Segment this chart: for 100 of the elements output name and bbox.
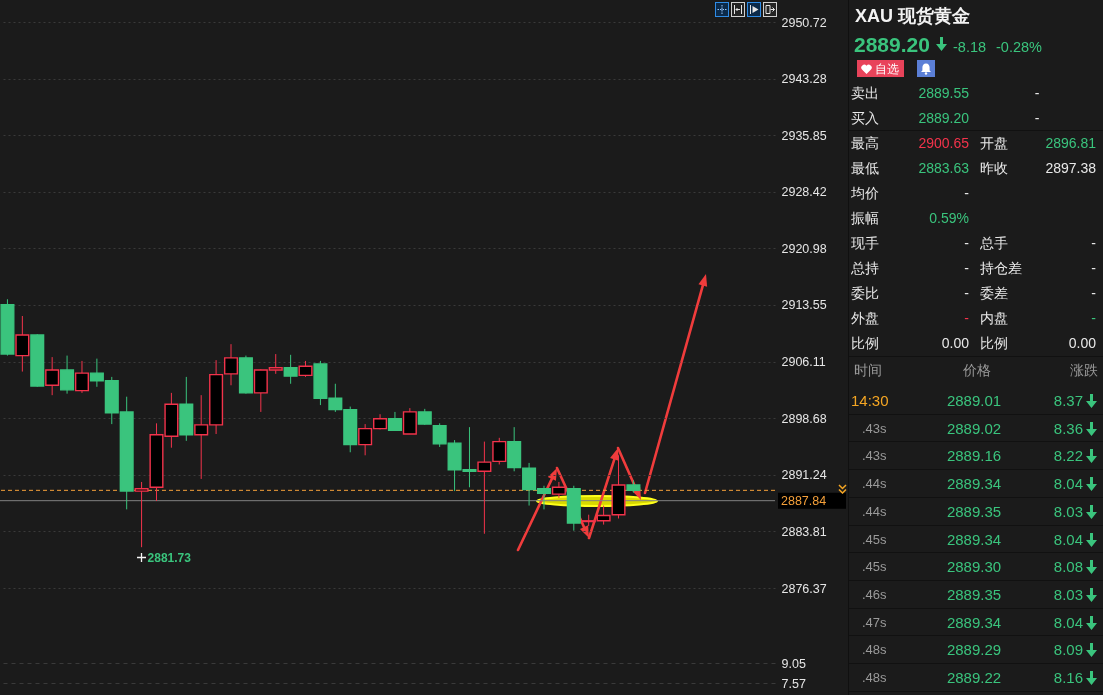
y-tick-label: 2883.81	[781, 524, 827, 539]
y-tick-label: 2943.28	[781, 72, 827, 87]
text: 2889.55	[918, 84, 969, 102]
text: 2889.30	[946, 558, 1002, 577]
favorite-button: 自选	[857, 60, 904, 77]
candlestick	[283, 354, 298, 385]
text: 委差	[980, 284, 1008, 302]
text: .46s	[862, 586, 887, 603]
text: 2889.34	[946, 475, 1002, 494]
text: 2889.01	[946, 392, 1002, 410]
text: -	[964, 234, 969, 252]
candlestick	[45, 356, 60, 396]
text: -0.28%	[996, 38, 1042, 56]
y-tick-label: 2913.55	[781, 298, 827, 313]
y-tick-label: 2935.85	[781, 128, 827, 143]
text: -	[1034, 109, 1040, 127]
y-tick-label: 7.57	[781, 676, 806, 691]
text: -	[1091, 284, 1096, 302]
text: 委比	[851, 284, 879, 302]
candlestick	[387, 411, 402, 431]
text: 8.08	[1053, 558, 1083, 577]
text: 内盘	[980, 309, 1008, 327]
text: 8.37	[1053, 392, 1083, 410]
text: 8.03	[1053, 585, 1083, 604]
text: 2889.02	[946, 419, 1002, 438]
text: -	[964, 284, 969, 302]
text: -8.18	[953, 38, 987, 56]
text: 14:30	[851, 392, 889, 410]
text: .48s	[862, 642, 887, 659]
y-tick-label: 2891.24	[781, 468, 827, 483]
annotation: 2881.73	[147, 551, 192, 566]
text: 0.59%	[929, 209, 969, 227]
text: 振幅	[851, 209, 879, 227]
y-tick-label: 2898.68	[781, 411, 827, 426]
text: .44s	[862, 476, 887, 493]
text: 买入	[851, 109, 879, 127]
y-tick-label: 2906.11	[781, 355, 826, 370]
text: 2889.29	[946, 641, 1002, 660]
text: 8.36	[1053, 419, 1083, 438]
text: 价格	[963, 361, 991, 379]
text: 2889.34	[946, 613, 1002, 632]
text: 8.04	[1053, 613, 1083, 632]
text: 涨跌	[1070, 361, 1098, 379]
candlestick	[134, 481, 149, 548]
text: 8.16	[1053, 669, 1083, 687]
text: -	[1091, 259, 1096, 277]
y-tick-label: 2928.42	[781, 185, 827, 200]
text: 比例	[851, 334, 879, 352]
candlestick	[15, 315, 30, 373]
candlestick	[551, 481, 566, 499]
text: 2896.81	[1045, 134, 1096, 152]
text: 现手	[851, 234, 879, 252]
candlestick	[74, 360, 90, 394]
text: 8.09	[1053, 641, 1083, 660]
y-tick-label: 2876.37	[781, 581, 827, 596]
text: 2889.16	[946, 447, 1002, 466]
text: 持仓差	[980, 259, 1022, 277]
y-tick-label: 2920.98	[781, 241, 827, 256]
text: .43s	[862, 420, 887, 437]
text: .45s	[862, 531, 887, 548]
text: .44s	[862, 503, 887, 520]
y-tick-label: 2950.72	[781, 15, 827, 30]
y-tick-label: 9.05	[781, 656, 806, 671]
text: 外盘	[851, 309, 879, 327]
text: 最低	[851, 159, 879, 177]
text: 8.03	[1053, 502, 1083, 521]
text: 8.04	[1053, 475, 1083, 494]
text: 总手	[980, 234, 1008, 252]
text: 2900.65	[918, 134, 969, 152]
text: 2889.34	[946, 530, 1002, 549]
text: 8.22	[1053, 447, 1083, 466]
text: -	[964, 184, 969, 202]
text: -	[1091, 234, 1096, 252]
text: 开盘	[980, 134, 1008, 152]
text: 均价	[851, 184, 879, 202]
text: .47s	[862, 614, 887, 631]
text: 0.00	[1068, 334, 1096, 352]
text: 8.04	[1053, 530, 1083, 549]
ref-line-label: 2887.84	[781, 493, 827, 508]
text: 2889.20	[854, 31, 930, 57]
candlestick	[402, 407, 417, 435]
text: -	[964, 259, 969, 277]
text: 总持	[851, 259, 879, 277]
text: 2883.63	[918, 159, 969, 177]
text: 0.00	[941, 334, 969, 352]
text: 比例	[980, 334, 1008, 352]
text: 卖出	[851, 84, 879, 102]
text: .48s	[862, 670, 887, 686]
text: 2889.22	[946, 669, 1002, 687]
text: -	[964, 309, 969, 327]
candlestick	[60, 355, 75, 395]
text: -	[1091, 309, 1096, 327]
text: .43s	[862, 448, 887, 465]
text: 2889.35	[946, 585, 1002, 604]
text: XAU 现货黄金	[855, 5, 971, 27]
text: 2889.20	[918, 109, 969, 127]
text: 时间	[854, 361, 882, 379]
text: .45s	[862, 559, 887, 576]
text: 昨收	[980, 159, 1008, 177]
text: 最高	[851, 134, 879, 152]
